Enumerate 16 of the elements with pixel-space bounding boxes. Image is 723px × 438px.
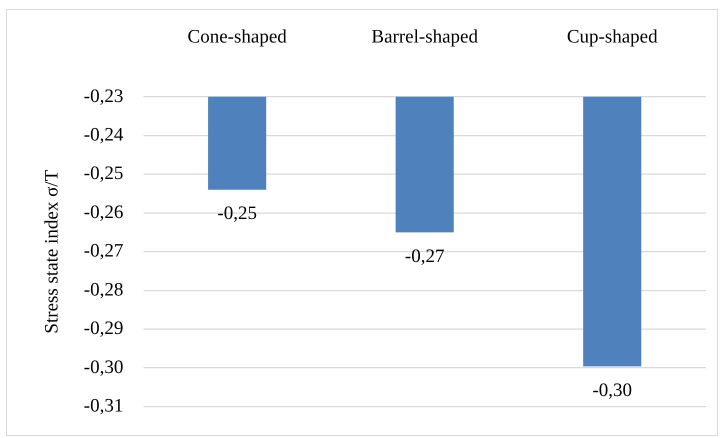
x-tick-label: Cone-shaped — [188, 26, 288, 48]
y-axis-title: Stress state index σ/T — [41, 169, 62, 334]
y-tick-label: -0,27 — [84, 240, 124, 262]
y-tick-label: -0,30 — [84, 356, 124, 378]
y-tick-label: -0,26 — [84, 202, 124, 223]
y-tick-label: -0,23 — [84, 86, 124, 107]
data-label: -0,30 — [592, 380, 632, 401]
y-tick-label: -0,28 — [84, 279, 124, 300]
data-label: -0,25 — [217, 203, 257, 224]
x-tick-label: Cup-shaped — [566, 26, 658, 48]
y-tick-label: -0,24 — [84, 124, 124, 146]
y-tick-label: -0,25 — [84, 163, 124, 184]
y-tick-label: -0,31 — [84, 396, 124, 417]
y-tick-label: -0,29 — [84, 318, 124, 340]
data-label: -0,27 — [404, 246, 444, 267]
x-tick-label: Barrel-shaped — [371, 26, 478, 48]
